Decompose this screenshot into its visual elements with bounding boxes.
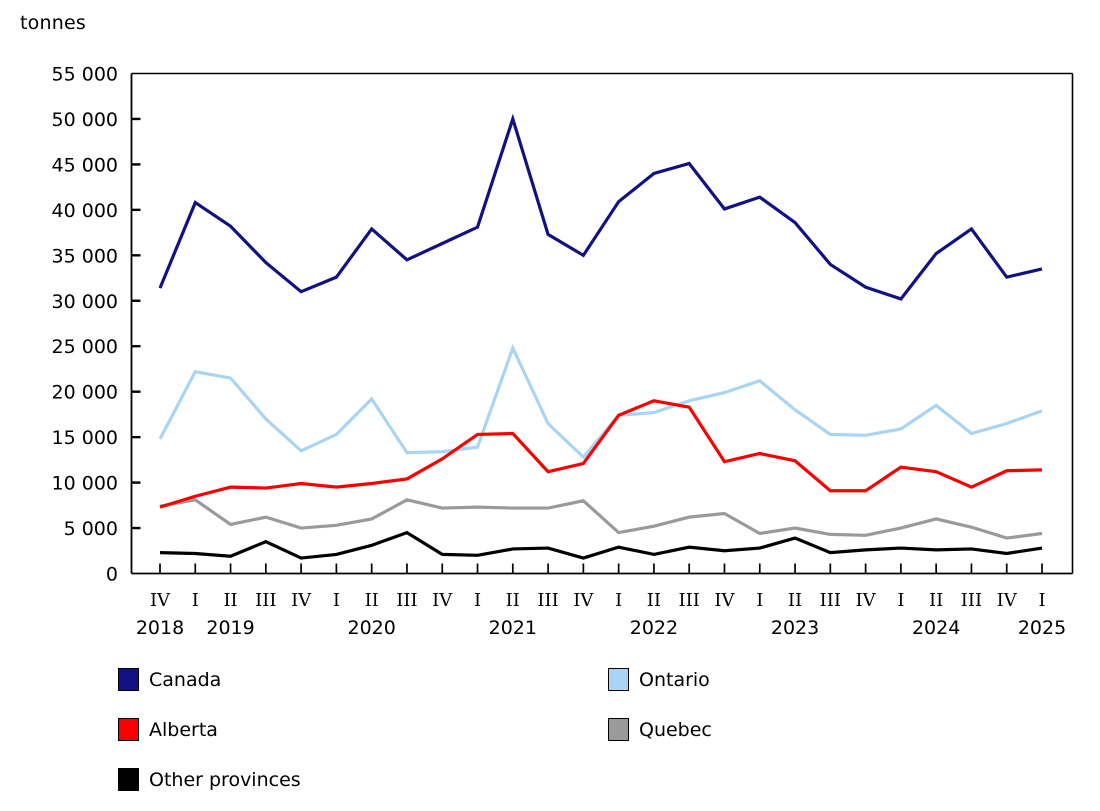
y-axis-tick-label: 15 000 (52, 427, 118, 449)
x-axis-quarter-label: III (679, 590, 700, 611)
x-axis-quarter-label: IV (150, 590, 171, 611)
y-axis-tick-label: 10 000 (52, 473, 118, 495)
x-axis-year-label: 2023 (771, 617, 819, 639)
y-axis-tick-label: 45 000 (52, 154, 118, 176)
x-axis-quarter-label: II (506, 590, 520, 611)
x-axis-year-label: 2022 (630, 617, 678, 639)
y-axis-tick-label: 0 (106, 564, 118, 586)
x-axis-quarter-label: I (897, 590, 904, 611)
legend-item-alberta[interactable]: Alberta (118, 718, 218, 741)
series-line-other-provinces (159, 530, 1043, 560)
legend-swatch-icon (608, 718, 629, 741)
x-axis-quarter-label: III (255, 590, 276, 611)
x-axis-quarter-label: I (474, 590, 481, 611)
x-axis-year-label: 2021 (489, 617, 537, 639)
x-axis-quarter-labels: IV I II III IV I II III IV I II III IV I II III IV I II III… (150, 590, 1046, 611)
x-axis-year-label: 2020 (348, 617, 396, 639)
x-axis-quarter-label: IV (856, 590, 877, 611)
x-axis-quarter-label: I (615, 590, 622, 611)
series-line-alberta (159, 399, 1043, 509)
chart-legend: Canada Ontario Alberta Quebec Other province… (118, 668, 978, 798)
y-axis-tick-label: 5 000 (64, 518, 118, 540)
x-axis-quarter-label: IV (573, 590, 594, 611)
x-axis-year-labels: 2018 2019 2020 2021 2022 2023 2024 2025 (136, 617, 1066, 639)
x-axis-quarter-label: I (756, 590, 763, 611)
legend-label: Other provinces (149, 768, 301, 791)
x-axis-year-label: 2019 (206, 617, 254, 639)
legend-label: Alberta (149, 718, 218, 741)
legend-item-ontario[interactable]: Ontario (608, 668, 710, 691)
y-axis-tick-label: 40 000 (52, 200, 118, 222)
data-series-lines (158, 113, 1043, 560)
x-axis-quarter-label: III (537, 590, 558, 611)
y-axis-tick-marks (131, 117, 141, 530)
legend-swatch-icon (118, 768, 139, 791)
legend-swatch-icon (118, 718, 139, 741)
x-axis-quarter-label: IV (997, 590, 1018, 611)
y-axis-unit-label: tonnes (20, 12, 86, 34)
legend-label: Quebec (639, 718, 712, 741)
axis-frame (130, 72, 1074, 575)
x-axis-quarter-label: III (820, 590, 841, 611)
x-axis-quarter-label: IV (432, 590, 453, 611)
legend-swatch-icon (118, 668, 139, 691)
x-axis-quarter-label: II (788, 590, 802, 611)
x-axis-quarter-label: I (333, 590, 340, 611)
x-axis-quarter-label: II (223, 590, 237, 611)
y-axis-tick-label: 55 000 (52, 64, 118, 86)
y-axis-tick-label: 25 000 (52, 336, 118, 358)
x-axis-quarter-label: IV (714, 590, 735, 611)
x-axis-year-label: 2018 (136, 617, 184, 639)
x-axis-year-label: 2025 (1018, 617, 1066, 639)
x-axis-quarter-label: I (192, 590, 199, 611)
y-axis-tick-labels: 0 5 000 10 000 15 000 20 000 25 000 30 000 35 0… (52, 64, 118, 586)
legend-label: Ontario (639, 668, 710, 691)
x-axis-quarter-label: I (1038, 590, 1045, 611)
series-line-ontario (158, 343, 1043, 460)
series-line-canada (158, 113, 1043, 301)
y-axis-tick-label: 20 000 (52, 382, 118, 404)
y-axis-tick-label: 30 000 (52, 291, 118, 313)
x-axis-quarter-label: II (929, 590, 943, 611)
x-axis-quarter-label: II (647, 590, 661, 611)
x-axis-quarter-label: IV (291, 590, 312, 611)
x-axis-quarter-label: III (961, 590, 982, 611)
series-line-quebec (159, 498, 1043, 540)
y-axis-tick-label: 50 000 (52, 109, 118, 131)
y-axis-tick-label: 35 000 (52, 245, 118, 267)
legend-item-quebec[interactable]: Quebec (608, 718, 712, 741)
legend-swatch-icon (608, 668, 629, 691)
legend-label: Canada (149, 668, 222, 691)
x-axis-quarter-label: III (396, 590, 417, 611)
x-axis-tick-marks (159, 563, 1043, 574)
x-axis-year-label: 2024 (912, 617, 960, 639)
legend-item-other-provinces[interactable]: Other provinces (118, 768, 301, 791)
legend-item-canada[interactable]: Canada (118, 668, 221, 691)
x-axis-quarter-label: II (365, 590, 379, 611)
